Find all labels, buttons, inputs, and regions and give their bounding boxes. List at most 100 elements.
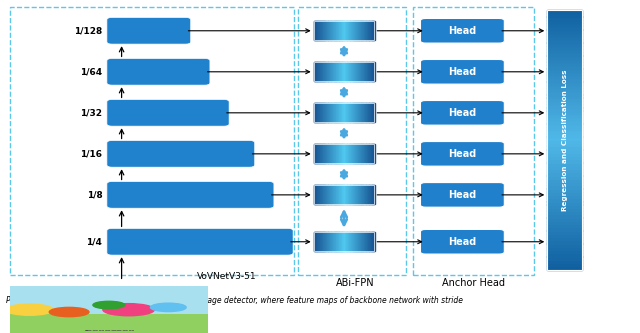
Bar <box>365 103 367 122</box>
Bar <box>319 21 321 40</box>
Text: 1/32: 1/32 <box>81 108 102 117</box>
Text: 1/64: 1/64 <box>80 67 102 76</box>
Bar <box>314 21 374 40</box>
Bar <box>367 232 368 251</box>
Bar <box>337 144 339 164</box>
Bar <box>325 232 326 251</box>
Bar <box>355 185 357 204</box>
Bar <box>333 232 335 251</box>
Bar <box>547 10 582 270</box>
Bar <box>356 21 358 40</box>
Bar <box>373 21 374 40</box>
Bar <box>318 21 319 40</box>
Bar <box>321 185 322 204</box>
Bar <box>315 185 317 204</box>
Bar <box>354 185 355 204</box>
Bar <box>547 42 582 46</box>
Bar <box>373 144 374 164</box>
Bar <box>363 185 364 204</box>
Bar <box>547 133 582 137</box>
Bar <box>347 21 348 40</box>
Bar <box>321 103 323 122</box>
Text: Head: Head <box>448 237 477 247</box>
Bar <box>372 144 374 164</box>
Bar <box>332 103 333 122</box>
Bar <box>357 62 358 81</box>
FancyBboxPatch shape <box>107 181 274 208</box>
Bar <box>547 263 582 266</box>
Bar <box>371 103 372 122</box>
Bar <box>547 260 582 263</box>
Bar <box>328 232 330 251</box>
Bar <box>315 103 317 122</box>
Circle shape <box>93 301 125 309</box>
Bar <box>366 21 367 40</box>
Bar <box>361 232 362 251</box>
Bar <box>334 21 335 40</box>
Bar <box>347 103 348 122</box>
Bar <box>339 21 340 40</box>
Bar <box>320 144 321 164</box>
Bar <box>362 144 363 164</box>
Bar <box>324 103 326 122</box>
Bar <box>327 103 329 122</box>
Bar <box>321 62 322 81</box>
Bar <box>342 21 343 40</box>
FancyBboxPatch shape <box>107 100 229 126</box>
Bar <box>547 153 582 156</box>
Bar <box>547 81 582 85</box>
Bar <box>326 185 328 204</box>
Bar <box>371 232 372 251</box>
Bar <box>354 144 355 164</box>
Bar <box>335 103 337 122</box>
Bar <box>345 185 346 204</box>
Bar <box>547 127 582 130</box>
Bar <box>364 62 365 81</box>
Bar <box>367 21 368 40</box>
Bar <box>353 62 355 81</box>
Bar <box>342 144 344 164</box>
Bar <box>365 103 366 122</box>
Bar <box>346 144 347 164</box>
Bar <box>316 185 317 204</box>
Bar <box>341 185 342 204</box>
Bar <box>547 185 582 188</box>
Bar <box>353 185 354 204</box>
Bar <box>359 62 360 81</box>
Bar <box>331 21 333 40</box>
Text: Head: Head <box>448 26 477 36</box>
Bar <box>547 172 582 175</box>
Bar <box>370 232 371 251</box>
Bar <box>317 232 318 251</box>
Bar <box>349 103 350 122</box>
Bar <box>349 144 350 164</box>
Bar <box>373 232 374 251</box>
Bar <box>330 185 331 204</box>
Bar <box>358 62 360 81</box>
Bar <box>341 21 342 40</box>
Bar <box>333 21 334 40</box>
Bar <box>339 144 340 164</box>
Bar <box>358 232 359 251</box>
Bar <box>547 124 582 127</box>
Bar <box>326 232 327 251</box>
Bar <box>314 62 316 81</box>
Bar <box>360 185 362 204</box>
Bar <box>319 185 321 204</box>
Bar <box>344 103 346 122</box>
Bar <box>346 103 347 122</box>
Bar <box>321 232 322 251</box>
Bar <box>358 144 359 164</box>
Bar <box>339 232 341 251</box>
Bar <box>333 185 335 204</box>
Circle shape <box>150 303 186 312</box>
Bar <box>333 144 335 164</box>
Bar <box>547 208 582 211</box>
Bar <box>367 232 369 251</box>
Bar <box>342 103 344 122</box>
Bar <box>359 144 360 164</box>
Bar <box>349 232 350 251</box>
Bar <box>547 72 582 75</box>
Bar <box>316 103 317 122</box>
Bar <box>317 232 319 251</box>
